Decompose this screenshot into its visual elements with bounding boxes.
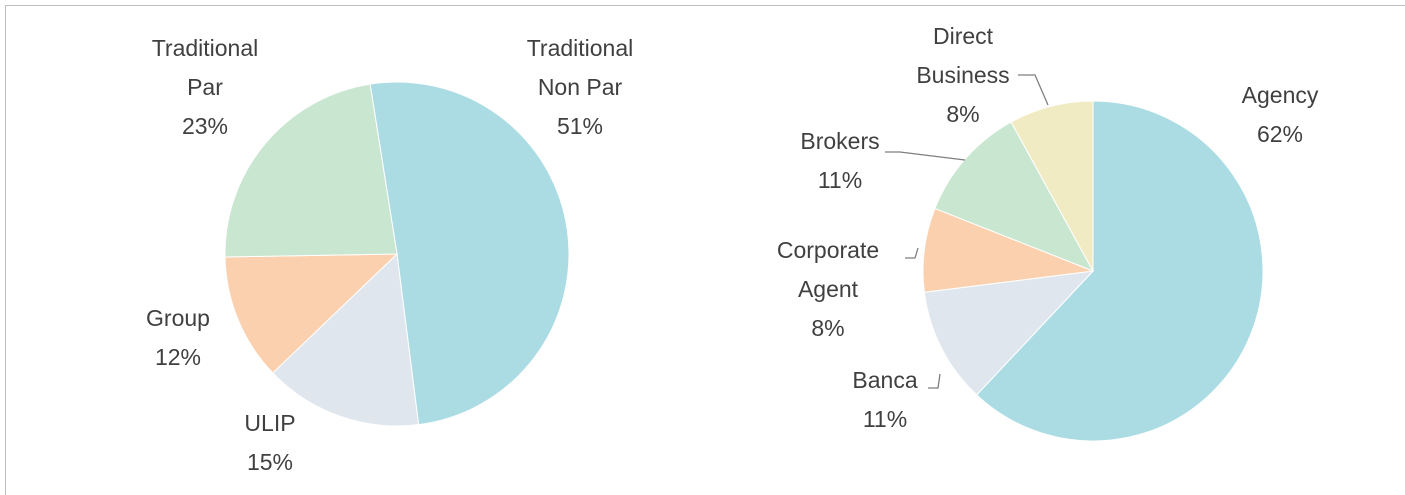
slice-label: Group 12% [146,305,210,370]
slice-label: Banca 11% [852,367,917,432]
slice-label: Traditional Par 23% [152,35,259,139]
category-line: Direct [933,23,994,49]
category-line: Business [916,62,1009,88]
value-label: 51% [557,113,603,139]
category-line: Par [187,74,223,100]
pie-slice [224,253,399,374]
slice-label: Agency 62% [1242,82,1319,147]
slice-label: Brokers 11% [800,128,879,193]
pie-slice [975,100,1264,442]
slice-label: Corporate Agent 8% [777,237,879,341]
leader-line [928,373,941,389]
pie-slice [934,121,1095,272]
leader-line [885,151,966,161]
value-label: 62% [1257,121,1303,147]
value-label: 11% [863,406,907,432]
category-line: Banca [852,367,917,393]
pie-slice [923,270,1095,396]
pie-slice [1010,100,1094,272]
category-line: ULIP [244,410,295,436]
category-line: Agency [1242,82,1319,108]
pie-slice [369,81,570,426]
slice-label: ULIP 15% [244,410,295,475]
pie-slice [272,252,420,427]
value-label: 12% [155,344,201,370]
category-line: Non Par [538,74,623,100]
value-label: 8% [811,315,844,341]
category-line: Traditional [152,35,259,61]
category-line: Group [146,305,210,331]
category-line: Traditional [527,35,634,61]
category-line: Agent [798,276,859,302]
slice-label: Direct Business 8% [916,23,1009,127]
leader-line [1018,74,1049,106]
category-line: Corporate [777,237,879,263]
leader-line [905,247,919,259]
value-label: 23% [182,113,228,139]
value-label: 15% [247,449,293,475]
value-label: 8% [946,101,979,127]
value-label: 11% [818,167,862,193]
pie-slice [224,83,398,258]
category-line: Brokers [800,128,879,154]
slice-label: Traditional Non Par 51% [527,35,634,139]
